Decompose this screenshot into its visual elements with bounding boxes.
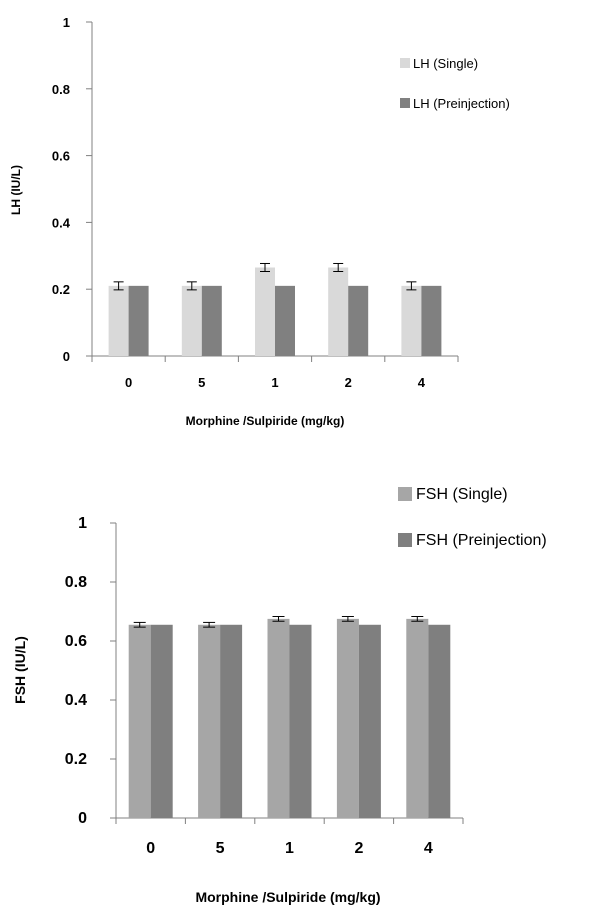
legend: LH (Single) LH (Preinjection) bbox=[400, 56, 510, 111]
bar-single bbox=[328, 267, 349, 356]
x-axis-title: Morphine /Sulpiride (mg/kg) bbox=[186, 414, 345, 428]
bar-preinjection bbox=[220, 624, 243, 818]
lh-chart: 0 0.2 0.4 0.6 0.8 1 0 5 1 2 4 Morphine /Sulpiride (… bbox=[9, 15, 510, 428]
y-tick-label: 1 bbox=[78, 515, 87, 532]
bar-single bbox=[128, 624, 151, 818]
x-tick-label: 5 bbox=[216, 840, 225, 857]
y-tick-label: 0.6 bbox=[52, 149, 70, 164]
bar-preinjection bbox=[348, 285, 369, 356]
y-tick-label: 0.8 bbox=[52, 82, 70, 97]
bar-preinjection bbox=[201, 285, 222, 356]
bar-single bbox=[267, 618, 290, 818]
y-tick-label: 0.6 bbox=[65, 633, 87, 650]
bar-single bbox=[108, 285, 129, 356]
y-tick-label: 0.4 bbox=[52, 215, 71, 230]
x-tick-label: 1 bbox=[285, 840, 294, 857]
bar-single bbox=[401, 285, 422, 356]
y-tick-label: 1 bbox=[63, 15, 70, 30]
y-tick-label: 0 bbox=[63, 349, 70, 364]
x-tick-label: 0 bbox=[146, 840, 155, 857]
legend-swatch bbox=[398, 487, 412, 501]
legend-swatch bbox=[400, 98, 410, 108]
legend-label: LH (Preinjection) bbox=[413, 96, 510, 111]
bar-preinjection bbox=[128, 285, 149, 356]
bar-single bbox=[181, 285, 202, 356]
bar-preinjection bbox=[358, 624, 381, 818]
bar-single bbox=[198, 624, 221, 818]
y-tick-label: 0 bbox=[78, 810, 87, 827]
y-tick-label: 0.2 bbox=[52, 282, 70, 297]
y-axis-title: FSH (IU/L) bbox=[12, 636, 28, 704]
x-tick-label: 2 bbox=[345, 375, 352, 390]
x-tick-label: 2 bbox=[354, 840, 363, 857]
legend-swatch bbox=[400, 58, 410, 68]
bar-preinjection bbox=[150, 624, 173, 818]
legend-label: LH (Single) bbox=[413, 56, 478, 71]
x-tick-label: 5 bbox=[198, 375, 205, 390]
y-tick-label: 0.4 bbox=[65, 692, 87, 709]
bar-single bbox=[406, 618, 429, 818]
bar-preinjection bbox=[428, 624, 451, 818]
bar-preinjection bbox=[275, 285, 295, 356]
legend-label: FSH (Preinjection) bbox=[416, 532, 547, 549]
bar-preinjection bbox=[421, 285, 442, 356]
fsh-chart: 0 0.2 0.4 0.6 0.8 1 0 5 1 2 4 Morphine /Sulpiride (… bbox=[12, 486, 547, 905]
x-tick-label: 0 bbox=[125, 375, 132, 390]
bar-single bbox=[336, 618, 359, 818]
x-tick-label: 4 bbox=[424, 840, 433, 857]
legend-label: FSH (Single) bbox=[416, 486, 508, 503]
y-axis-title: LH (IU/L) bbox=[9, 165, 23, 215]
legend-swatch bbox=[398, 533, 412, 547]
x-tick-label: 4 bbox=[418, 375, 426, 390]
legend: FSH (Single) FSH (Preinjection) bbox=[398, 486, 547, 549]
y-tick-label: 0.2 bbox=[65, 751, 87, 768]
x-axis-title: Morphine /Sulpiride (mg/kg) bbox=[195, 889, 380, 905]
y-tick-label: 0.8 bbox=[65, 574, 87, 591]
bar-single bbox=[255, 267, 275, 356]
x-tick-label: 1 bbox=[271, 375, 278, 390]
bar-preinjection bbox=[289, 624, 312, 818]
